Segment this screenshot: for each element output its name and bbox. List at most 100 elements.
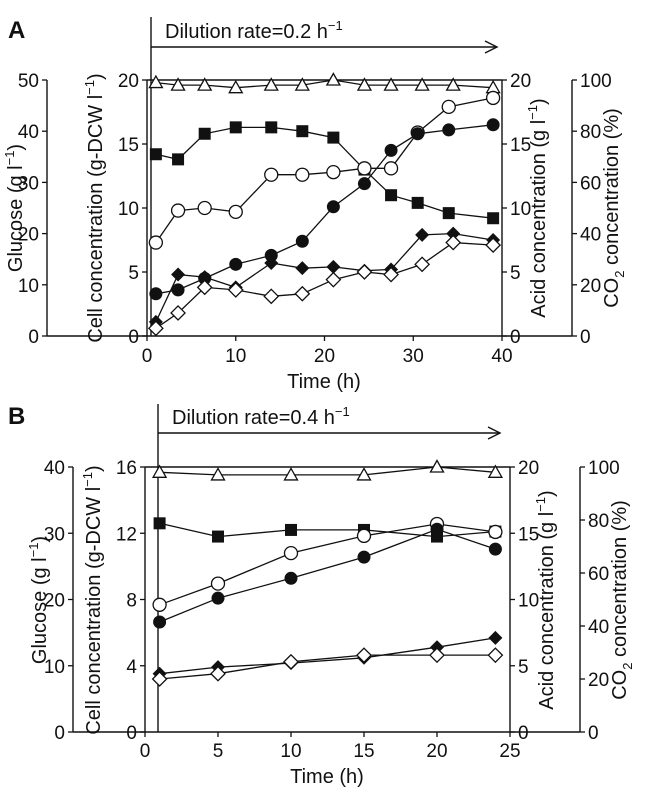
co2-tick-label: 60 <box>588 564 609 585</box>
data-point-circle-filled <box>284 571 298 585</box>
data-point-square-filled <box>285 523 297 536</box>
data-point-circle-open <box>485 90 501 106</box>
co2-tick-label: 20 <box>580 276 601 297</box>
series-circle-open <box>148 90 501 250</box>
glucose-axis-label-close: ) <box>29 536 51 543</box>
data-point-circle-filled <box>229 257 243 271</box>
cell-tick-label: 0 <box>126 723 137 744</box>
data-point-diamond-open <box>147 320 164 337</box>
data-point-circle-filled <box>171 283 185 297</box>
co2-axis-label: CO2 concentration (%) <box>609 500 635 700</box>
data-point-diamond-open <box>325 271 342 288</box>
x-tick-label: 10 <box>225 346 246 367</box>
data-point-circle-open <box>170 203 186 218</box>
data-point-square-filled <box>198 127 211 140</box>
data-point-circle-open <box>326 165 341 180</box>
data-point-circle-filled <box>153 615 167 629</box>
series-square-filled <box>153 517 502 543</box>
co2-tick-label: 0 <box>588 723 599 744</box>
glucose-tick-label: 20 <box>44 591 65 612</box>
series-diamond-filled <box>152 630 503 681</box>
series-line-circle-open <box>155 97 494 243</box>
data-point-square-filled <box>229 121 242 134</box>
x-tick-label: 40 <box>491 346 512 367</box>
co2-axis-label: CO2 concentration (%) <box>601 108 627 308</box>
data-point-circle-open <box>210 576 226 591</box>
data-point-triangle-open <box>283 467 299 481</box>
cell-axis-label: Cell concentration (g-DCW l−1) <box>80 465 105 734</box>
data-point-diamond-open <box>429 647 445 664</box>
co2-tick-label: 0 <box>580 327 591 348</box>
co2-label-pre: CO <box>601 278 623 308</box>
data-point-diamond-open <box>210 665 226 682</box>
cell-axis-label-close: ) <box>83 465 105 472</box>
data-point-square-filled <box>411 196 424 209</box>
cell-tick-label: 10 <box>118 199 139 220</box>
data-point-triangle-open <box>263 77 279 91</box>
data-point-diamond-open <box>294 285 311 302</box>
acid-axis-label-superscript: −1 <box>533 497 548 512</box>
data-point-triangle-open <box>170 77 186 91</box>
glucose-tick-label: 0 <box>28 327 39 348</box>
data-point-circle-filled <box>357 177 371 191</box>
data-point-circle-filled <box>295 234 309 248</box>
co2-label-pre: CO <box>609 670 631 700</box>
data-point-circle-filled <box>384 143 398 157</box>
co2-tick-label: 100 <box>588 458 620 479</box>
data-point-square-filled <box>265 121 278 134</box>
data-point-square-filled <box>149 148 162 161</box>
data-point-triangle-open <box>414 77 430 91</box>
x-axis-label: Time (h) <box>290 766 364 788</box>
glucose-tick-label: 0 <box>54 723 65 744</box>
co2-label-subscript: 2 <box>620 663 635 670</box>
cell-tick-label: 12 <box>116 524 137 545</box>
data-point-diamond-open <box>151 671 168 687</box>
data-point-circle-filled <box>411 127 425 141</box>
data-point-circle-filled <box>430 522 444 536</box>
co2-label-subscript: 2 <box>612 271 627 278</box>
glucose-tick-label: 20 <box>18 225 39 246</box>
acid-tick-label: 5 <box>510 263 521 284</box>
data-point-diamond-filled <box>488 630 503 645</box>
glucose-axis-label: Glucose (g l−1) <box>26 536 51 664</box>
co2-tick-label: 20 <box>588 670 609 691</box>
data-point-diamond-filled <box>295 261 310 276</box>
cell-tick-label: 0 <box>128 327 139 348</box>
cell-tick-label: 15 <box>118 135 139 156</box>
data-point-diamond-filled <box>446 226 461 241</box>
data-point-circle-filled <box>357 550 371 564</box>
cell-axis-label: Cell concentration (g-DCW l−1) <box>82 73 107 342</box>
x-tick-label: 5 <box>213 741 224 762</box>
co2-tick-label: 40 <box>580 225 601 246</box>
series-triangle-open <box>148 72 501 94</box>
acid-axis-label-close: ) <box>536 490 558 497</box>
cell-axis-label-superscript: −1 <box>82 80 97 95</box>
data-point-circle-open <box>264 167 279 182</box>
glucose-axis-label-superscript: −1 <box>26 543 41 558</box>
data-point-square-filled <box>327 131 340 144</box>
co2-label-post: concentration (%) <box>609 500 631 662</box>
data-point-circle-open <box>383 161 399 176</box>
dilution-rate-label: Dilution rate=0.4 h−1 <box>172 404 350 429</box>
data-point-square-filled <box>212 530 224 543</box>
data-point-diamond-open <box>383 266 399 283</box>
dilution-rate-superscript: −1 <box>335 404 350 419</box>
series-circle-open <box>152 516 503 612</box>
data-point-triangle-open <box>210 467 226 481</box>
series-line-diamond-open <box>159 654 496 680</box>
cell-tick-label: 8 <box>126 591 137 612</box>
panel-label: B <box>8 403 25 430</box>
data-point-triangle-open <box>429 459 445 473</box>
glucose-axis-label: Glucose (g l−1) <box>2 144 27 272</box>
data-point-diamond-open <box>283 653 299 670</box>
acid-tick-label: 20 <box>518 458 539 479</box>
series-line-diamond-filled <box>159 637 496 675</box>
dilution-rate-text: Dilution rate=0.2 h <box>165 21 328 43</box>
cell-axis-label-text: Cell concentration (g-DCW l <box>83 487 105 735</box>
series-diamond-open <box>151 647 504 687</box>
data-point-circle-open <box>148 235 164 250</box>
x-tick-label: 20 <box>314 346 335 367</box>
series-diamond-open <box>147 234 502 337</box>
series-triangle-open <box>151 459 504 481</box>
